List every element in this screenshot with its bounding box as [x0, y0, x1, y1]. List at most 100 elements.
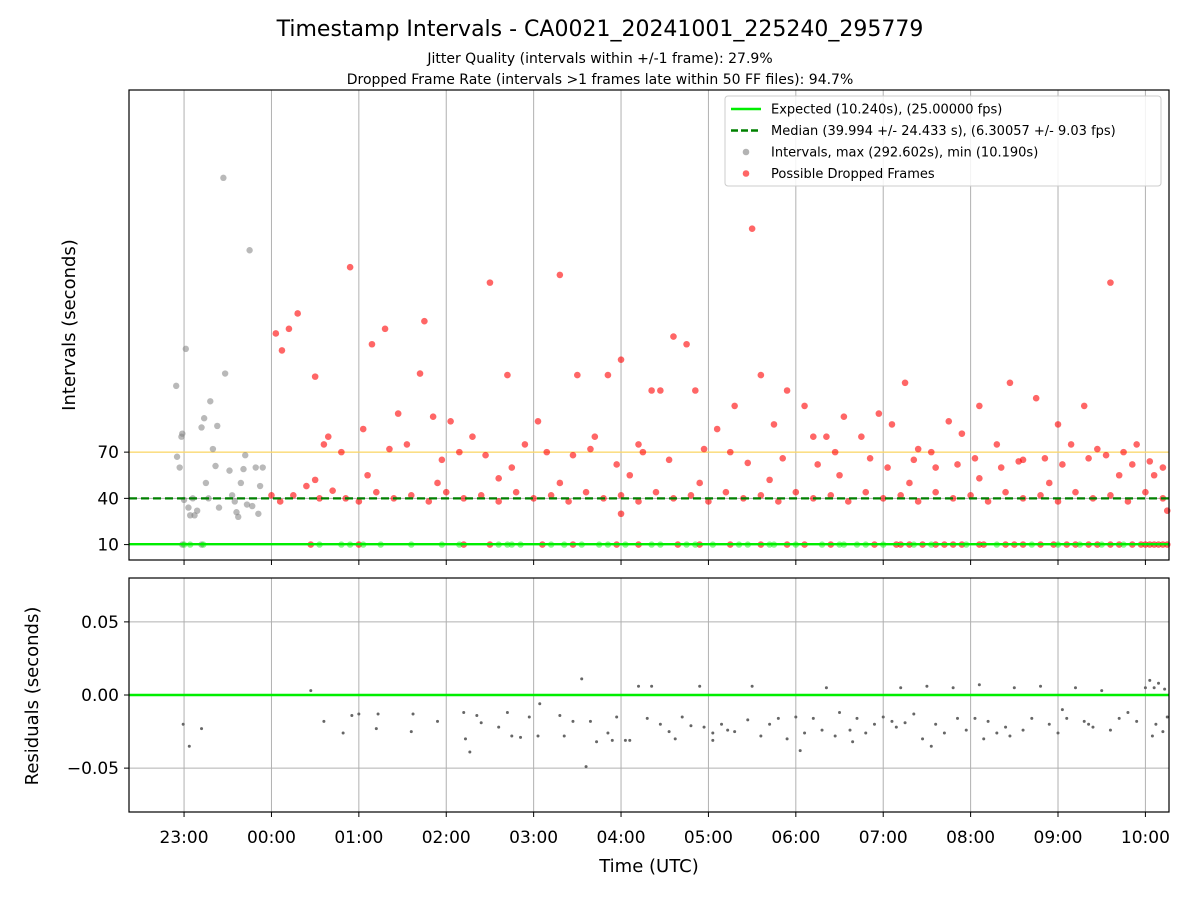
residual-point	[341, 731, 345, 735]
residual-point	[1008, 734, 1012, 738]
residual-point	[411, 712, 415, 716]
residual-point	[1060, 708, 1064, 712]
residual-point	[746, 718, 750, 722]
residual-point	[606, 731, 610, 735]
dropped-frame-point	[976, 402, 983, 410]
residual-point	[628, 738, 632, 742]
dropped-frame-point	[547, 491, 555, 499]
dropped-frame-point	[993, 441, 1001, 448]
dropped-frame-point	[543, 448, 551, 456]
residual-point	[1163, 687, 1167, 691]
residuals-y-tick-label: 0.00	[81, 686, 119, 706]
residual-point	[562, 734, 566, 738]
residual-point	[623, 738, 627, 742]
residual-point	[776, 716, 780, 720]
dropped-frame-point	[469, 433, 476, 441]
dropped-frame-point	[1080, 402, 1088, 410]
residual-point	[973, 716, 977, 720]
dropped-frame-point	[482, 451, 489, 459]
residual-point	[645, 716, 649, 720]
dropped-frame-point	[495, 475, 502, 482]
dropped-frame-point	[648, 387, 655, 394]
residual-point	[376, 712, 380, 716]
dropped-frame-point	[783, 387, 791, 394]
dropped-frame-point	[836, 471, 843, 479]
residual-point	[610, 738, 614, 742]
dropped-frame-point	[368, 340, 376, 348]
dropped-frame-point	[355, 498, 363, 505]
dropped-frame-point	[278, 347, 286, 354]
x-tick-label: 10:00	[1121, 828, 1170, 848]
interval-point	[231, 498, 238, 505]
dropped-frame-point	[1128, 461, 1136, 468]
residual-point	[1091, 725, 1095, 729]
dropped-frame-point	[726, 448, 734, 456]
dropped-frame-point	[713, 425, 721, 433]
interval-point	[198, 424, 205, 431]
dropped-frame-point	[442, 488, 450, 496]
dropped-frame-point	[1002, 488, 1009, 496]
dropped-frame-point	[792, 488, 800, 496]
residual-point	[838, 711, 842, 715]
interval-point	[214, 422, 221, 430]
dropped-frame-point	[775, 498, 782, 505]
intervals-y-tick-label: 70	[97, 443, 119, 463]
residual-point	[881, 715, 885, 719]
residual-point	[615, 715, 619, 719]
dropped-frame-point	[394, 410, 402, 417]
residual-point	[964, 728, 968, 732]
dropped-frame-point	[434, 479, 441, 487]
legend-entry-label: Expected (10.240s), (25.00000 fps)	[771, 103, 1002, 118]
dropped-frame-point	[897, 491, 904, 499]
residual-point	[921, 737, 925, 741]
dropped-frame-point	[665, 456, 673, 464]
dropped-frame-point	[652, 488, 660, 496]
residual-point	[200, 727, 204, 731]
dropped-frame-point	[700, 445, 708, 453]
dropped-frame-point	[460, 495, 468, 502]
dropped-frame-point	[914, 498, 922, 505]
interval-point	[173, 453, 181, 460]
interval-point	[220, 174, 227, 182]
x-tick-label: 05:00	[684, 828, 733, 848]
interval-point	[246, 247, 253, 254]
dropped-frame-point	[914, 445, 922, 453]
x-tick-label: 09:00	[1034, 828, 1083, 848]
residual-point	[1073, 686, 1077, 690]
residual-point	[558, 713, 562, 717]
residual-point	[1165, 715, 1169, 719]
residual-point	[1148, 678, 1152, 682]
dropped-frame-point	[945, 418, 953, 425]
residual-point	[1039, 684, 1043, 688]
residual-point	[1150, 734, 1154, 738]
interval-point	[240, 465, 247, 473]
dropped-frame-point	[1107, 491, 1114, 499]
dropped-frame-point	[1150, 471, 1158, 479]
interval-point	[215, 504, 223, 511]
residual-point	[929, 744, 933, 748]
legend-swatch-marker	[742, 148, 750, 156]
residual-point	[1152, 686, 1156, 690]
interval-point	[212, 462, 219, 470]
interval-point	[235, 513, 242, 521]
dropped-frame-point	[534, 418, 542, 425]
residual-point	[768, 722, 772, 726]
residual-point	[588, 719, 592, 723]
interval-point	[202, 479, 210, 487]
dropped-frame-point	[569, 451, 577, 459]
interval-point	[200, 415, 208, 422]
dropped-frame-point	[862, 488, 870, 496]
dropped-frame-point	[359, 425, 367, 433]
residual-point	[1087, 722, 1091, 726]
residual-point	[851, 740, 855, 744]
dropped-frame-point	[823, 433, 830, 441]
dropped-frame-point	[696, 479, 703, 487]
residual-point	[584, 765, 588, 769]
dropped-frame-point	[1054, 421, 1062, 428]
dropped-frame-point	[587, 445, 594, 453]
interval-point	[209, 445, 217, 453]
dropped-frame-point	[932, 488, 939, 496]
residual-point	[698, 684, 702, 688]
dropped-frame-point	[779, 454, 787, 462]
residual-point	[1082, 719, 1086, 723]
